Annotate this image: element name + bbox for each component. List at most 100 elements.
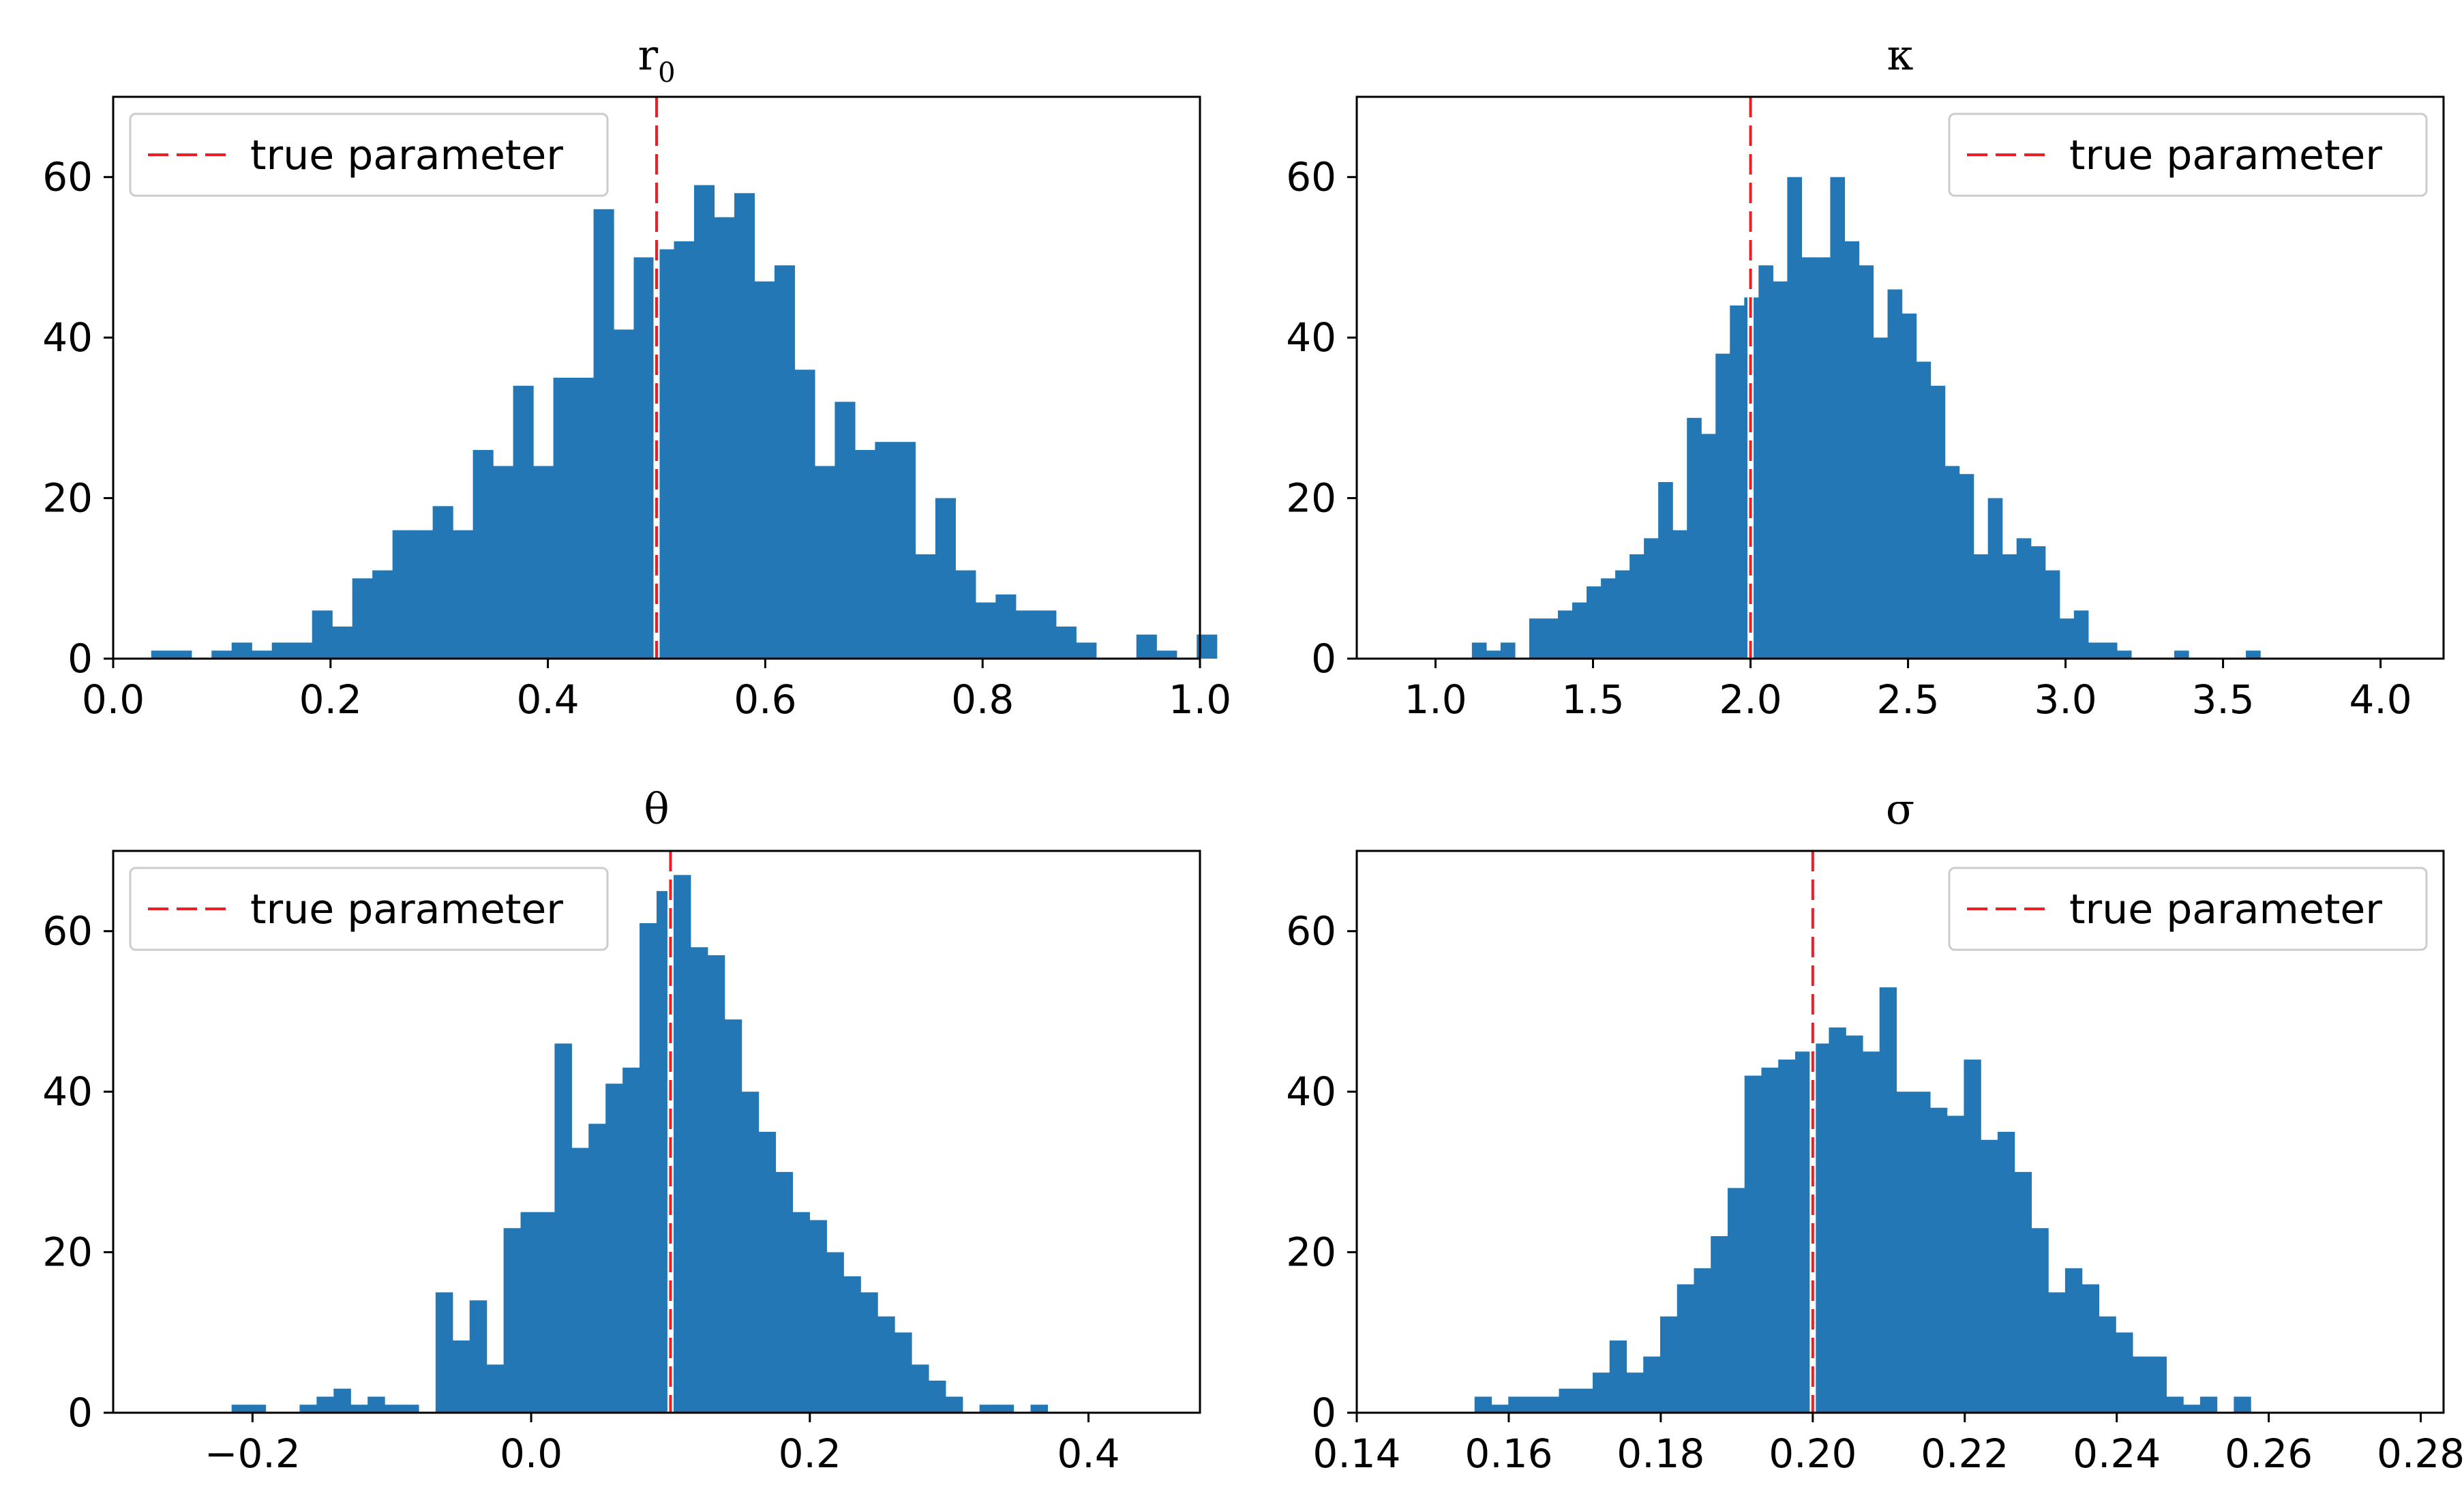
histogram-bar [1491, 1405, 1509, 1413]
histogram-bar [1559, 1388, 1576, 1413]
histogram-bar [1036, 610, 1057, 659]
histogram-bar [875, 442, 896, 659]
histogram-bar [633, 257, 655, 659]
histogram-bar [332, 626, 353, 659]
histogram-bar [385, 1405, 402, 1413]
histogram-bar [895, 442, 916, 659]
histogram-bar [690, 947, 708, 1413]
histogram-bar [372, 570, 393, 659]
histogram-bar [877, 1316, 895, 1413]
histogram-bar [614, 329, 635, 659]
histogram-bar [996, 1405, 1015, 1413]
histogram-bar [955, 570, 976, 659]
histogram-bar [1787, 177, 1802, 659]
histogram-bar [2149, 1356, 2167, 1413]
histogram-bar [1508, 1396, 1526, 1413]
y-tick-label: 40 [1286, 1068, 1336, 1115]
x-tick-label: 0.6 [734, 676, 796, 723]
legend-box [129, 867, 609, 951]
histogram-bar [2016, 538, 2032, 659]
histogram-bar [1964, 1060, 1981, 1413]
histogram-bar [995, 594, 1017, 659]
axes-frame [112, 850, 1201, 1414]
histogram-bar [1929, 1107, 1948, 1413]
histogram-bar [860, 1292, 878, 1413]
histogram-bar [171, 650, 192, 659]
histogram-bar [588, 1124, 606, 1413]
histogram-bar [895, 1332, 912, 1413]
legend: true parameter [129, 112, 609, 197]
histogram-bar [435, 1292, 453, 1413]
histogram-bar [412, 530, 434, 659]
histogram-bar [1593, 1372, 1610, 1413]
histogram-bar [367, 1396, 385, 1413]
legend-box [1948, 867, 2428, 951]
x-tick-label: 2.5 [1876, 676, 1939, 723]
histogram-bar [2166, 1396, 2184, 1413]
x-tick-label: 0.2 [299, 676, 362, 723]
histogram-bar [945, 1396, 963, 1413]
histogram-bar [248, 1405, 267, 1413]
histogram-bar [554, 1043, 572, 1413]
histogram-bar [1576, 1388, 1593, 1413]
histogram-bar [2048, 1292, 2066, 1413]
histogram-bar [2099, 1316, 2116, 1413]
histogram-bar [231, 642, 252, 659]
histogram-bar [1902, 313, 1917, 659]
x-tick-label: −0.2 [205, 1430, 301, 1477]
histogram-bar [1801, 257, 1816, 659]
histogram-bar [1672, 530, 1687, 659]
histogram-bar [1500, 642, 1516, 659]
histogram-bar [1687, 417, 1702, 659]
histogram-bar [1715, 353, 1730, 659]
axes-frame [112, 95, 1201, 660]
histogram-bar [2183, 1405, 2201, 1413]
legend-box [1948, 112, 2428, 197]
histogram-bar [1659, 1316, 1678, 1413]
histogram-bar [573, 378, 595, 659]
x-tick-label: 0.4 [1057, 1430, 1120, 1477]
histogram-bar [2116, 650, 2132, 659]
y-tick-label: 60 [42, 908, 93, 955]
x-tick-label: 3.0 [2034, 676, 2097, 723]
histogram-bar [1055, 626, 1077, 659]
x-tick-label: 3.5 [2191, 676, 2254, 723]
axes-frame [1355, 95, 2445, 660]
histogram-bar [1030, 1405, 1049, 1413]
histogram-bar [503, 1228, 522, 1413]
histogram-bar [928, 1380, 946, 1413]
histogram-bar [814, 466, 836, 659]
histogram-bar [1727, 1188, 1745, 1413]
histogram-bar [350, 1405, 368, 1413]
panel-title: θ [644, 784, 669, 834]
histogram-bar [1987, 498, 2003, 659]
histogram-bar [2082, 1284, 2099, 1413]
histogram-bar [402, 1405, 419, 1413]
histogram-bar [1643, 1356, 1661, 1413]
histogram-bar [935, 498, 956, 659]
histogram-bar [2045, 570, 2060, 659]
histogram-bar [1626, 1372, 1644, 1413]
histogram-bar [520, 1212, 539, 1413]
histogram-bar [2174, 650, 2189, 659]
histogram-bar [774, 265, 796, 659]
histogram-bar [2059, 618, 2075, 659]
histogram-bar [553, 378, 574, 659]
histogram-bar [1136, 634, 1157, 659]
histogram-bar [714, 217, 735, 659]
histogram-bar [673, 875, 691, 1413]
histogram-bar [843, 1276, 861, 1413]
histogram-bar [453, 530, 474, 659]
histogram-bar [1778, 1060, 1796, 1413]
histogram-bar [693, 185, 715, 659]
histogram-bar [758, 1132, 777, 1413]
histogram-bar [1156, 650, 1177, 659]
histogram-bar [979, 1405, 997, 1413]
histogram-bar [1873, 338, 1889, 659]
histogram-bar [316, 1396, 334, 1413]
histogram-bar [151, 650, 172, 659]
histogram-bar [1658, 482, 1673, 659]
histogram-bar [915, 554, 936, 659]
histogram-bar [211, 650, 232, 659]
